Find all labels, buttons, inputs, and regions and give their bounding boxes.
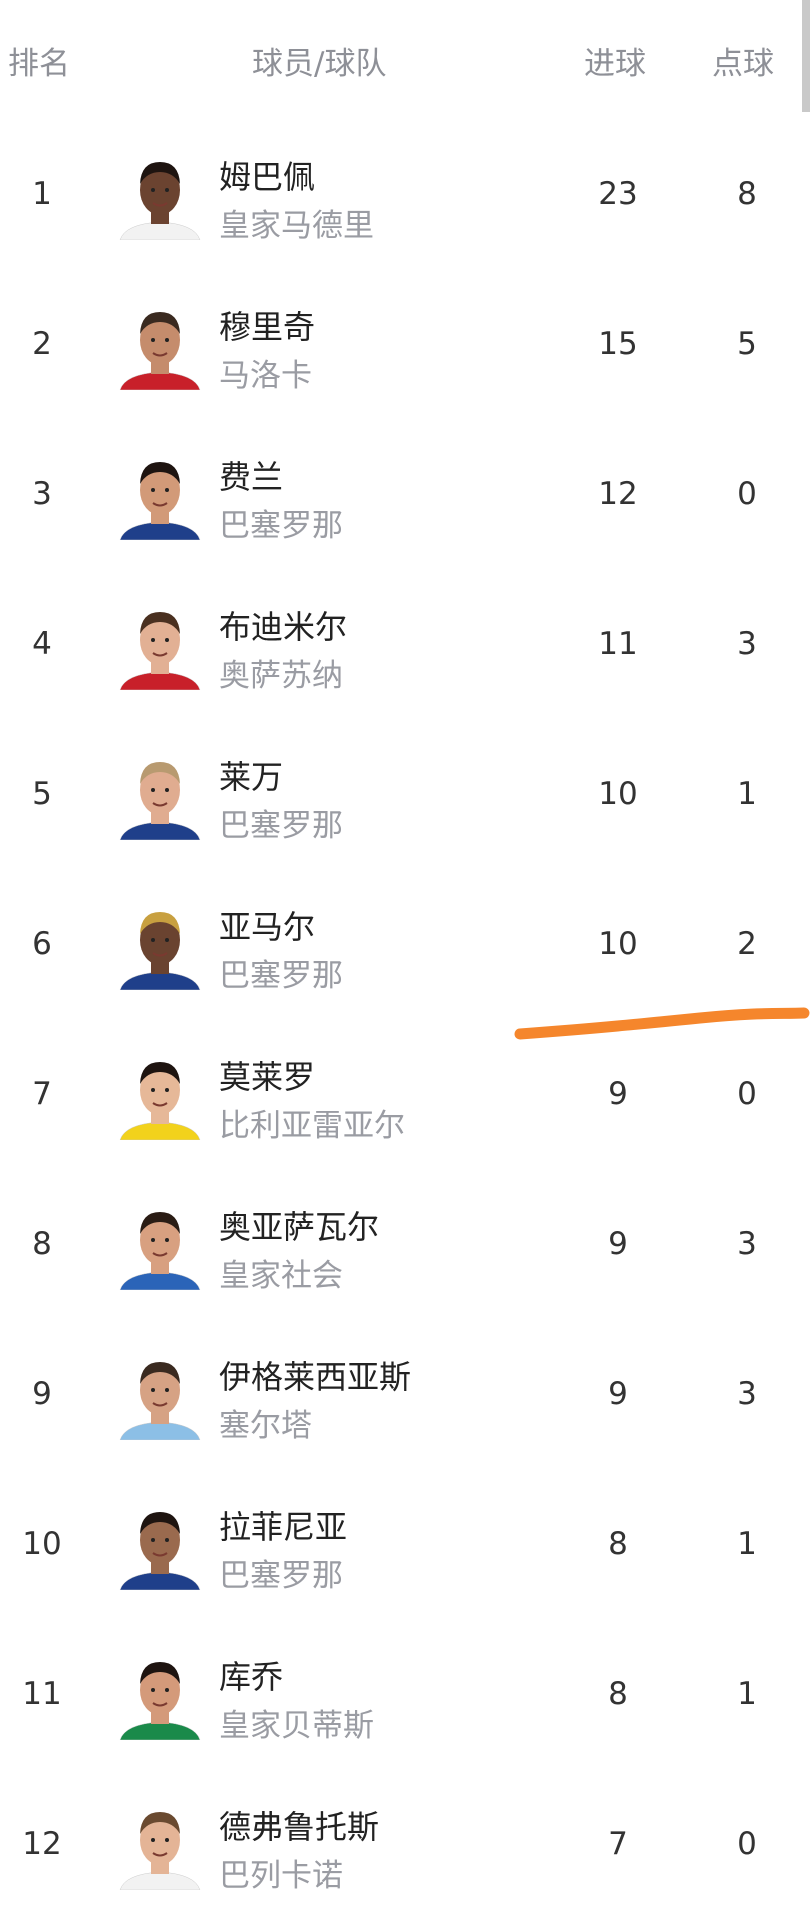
table-row[interactable]: 7 莫莱罗 比利亚雷亚尔 9 0 [0,1020,810,1170]
player-avatar-icon [119,1062,201,1140]
penalties: 0 [737,476,757,512]
goals: 8 [608,1526,628,1562]
player-name[interactable]: 奥亚萨瓦尔 [219,1208,380,1246]
player-avatar-icon [119,1512,201,1590]
rank: 5 [32,776,52,812]
scrollbar[interactable] [802,0,810,112]
rank: 3 [32,476,52,512]
player-name[interactable]: 莫莱罗 [219,1058,316,1096]
goals: 10 [598,776,638,812]
rank: 11 [22,1676,62,1712]
header-player-team: 球员/球队 [252,46,387,82]
player-name[interactable]: 费兰 [219,458,284,496]
rank: 1 [32,176,52,212]
penalties: 3 [737,626,757,662]
header-penalties: 点球 [712,46,774,82]
team-name[interactable]: 巴塞罗那 [219,1558,343,1594]
player-name[interactable]: 库乔 [219,1658,284,1696]
player-name[interactable]: 布迪米尔 [219,608,348,646]
table-row[interactable]: 6 亚马尔 巴塞罗那 10 2 [0,870,810,1020]
team-name[interactable]: 奥萨苏纳 [219,658,343,694]
player-name[interactable]: 莱万 [219,758,284,796]
penalties: 5 [737,326,757,362]
goals: 15 [598,326,638,362]
player-name[interactable]: 德弗鲁托斯 [219,1808,380,1846]
table-row[interactable]: 9 伊格莱西亚斯 塞尔塔 9 3 [0,1320,810,1470]
penalties: 3 [737,1226,757,1262]
rank: 9 [32,1376,52,1412]
penalties: 0 [737,1076,757,1112]
goals: 23 [598,176,638,212]
table-row[interactable]: 1 姆巴佩 皇家马德里 23 8 [0,120,810,270]
goals: 8 [608,1676,628,1712]
team-name[interactable]: 皇家马德里 [219,208,374,244]
team-name[interactable]: 塞尔塔 [219,1408,312,1444]
table-row[interactable]: 3 费兰 巴塞罗那 12 0 [0,420,810,570]
rank: 7 [32,1076,52,1112]
rank: 6 [32,926,52,962]
player-name[interactable]: 伊格莱西亚斯 [219,1358,412,1396]
player-avatar-icon [119,1812,201,1890]
player-avatar-icon [119,462,201,540]
team-name[interactable]: 巴塞罗那 [219,508,343,544]
team-name[interactable]: 比利亚雷亚尔 [219,1108,405,1144]
player-avatar-icon [119,1662,201,1740]
penalties: 1 [737,1526,757,1562]
player-name[interactable]: 拉菲尼亚 [219,1508,348,1546]
team-name[interactable]: 皇家贝蒂斯 [219,1708,374,1744]
header-goals: 进球 [584,46,646,82]
goals: 12 [598,476,638,512]
goals: 11 [598,626,638,662]
player-name[interactable]: 姆巴佩 [219,158,316,196]
table-row[interactable]: 2 穆里奇 马洛卡 15 5 [0,270,810,420]
team-name[interactable]: 巴塞罗那 [219,958,343,994]
penalties: 3 [737,1376,757,1412]
penalties: 2 [737,926,757,962]
goals: 9 [608,1226,628,1262]
player-avatar-icon [119,162,201,240]
goals: 7 [608,1826,628,1862]
player-avatar-icon [119,612,201,690]
penalties: 1 [737,1676,757,1712]
table-row[interactable]: 4 布迪米尔 奥萨苏纳 11 3 [0,570,810,720]
player-avatar-icon [119,1212,201,1290]
rank: 4 [32,626,52,662]
team-name[interactable]: 巴塞罗那 [219,808,343,844]
player-avatar-icon [119,762,201,840]
player-avatar-icon [119,312,201,390]
penalties: 0 [737,1826,757,1862]
table-row[interactable]: 10 拉菲尼亚 巴塞罗那 8 1 [0,1470,810,1620]
table-row[interactable]: 11 库乔 皇家贝蒂斯 8 1 [0,1620,810,1770]
header-rank: 排名 [8,46,70,82]
table-row[interactable]: 5 莱万 巴塞罗那 10 1 [0,720,810,870]
rank: 10 [22,1526,62,1562]
goals: 9 [608,1076,628,1112]
player-name[interactable]: 亚马尔 [219,908,316,946]
table-row[interactable]: 8 奥亚萨瓦尔 皇家社会 9 3 [0,1170,810,1320]
goals: 9 [608,1376,628,1412]
rank: 12 [22,1826,62,1862]
goals: 10 [598,926,638,962]
player-avatar-icon [119,1362,201,1440]
player-name[interactable]: 穆里奇 [219,308,316,346]
penalties: 1 [737,776,757,812]
table-row[interactable]: 12 德弗鲁托斯 巴列卡诺 7 0 [0,1770,810,1920]
team-name[interactable]: 巴列卡诺 [219,1858,343,1894]
rank: 2 [32,326,52,362]
rank: 8 [32,1226,52,1262]
team-name[interactable]: 马洛卡 [219,358,312,394]
penalties: 8 [737,176,757,212]
team-name[interactable]: 皇家社会 [219,1258,343,1294]
player-avatar-icon [119,912,201,990]
